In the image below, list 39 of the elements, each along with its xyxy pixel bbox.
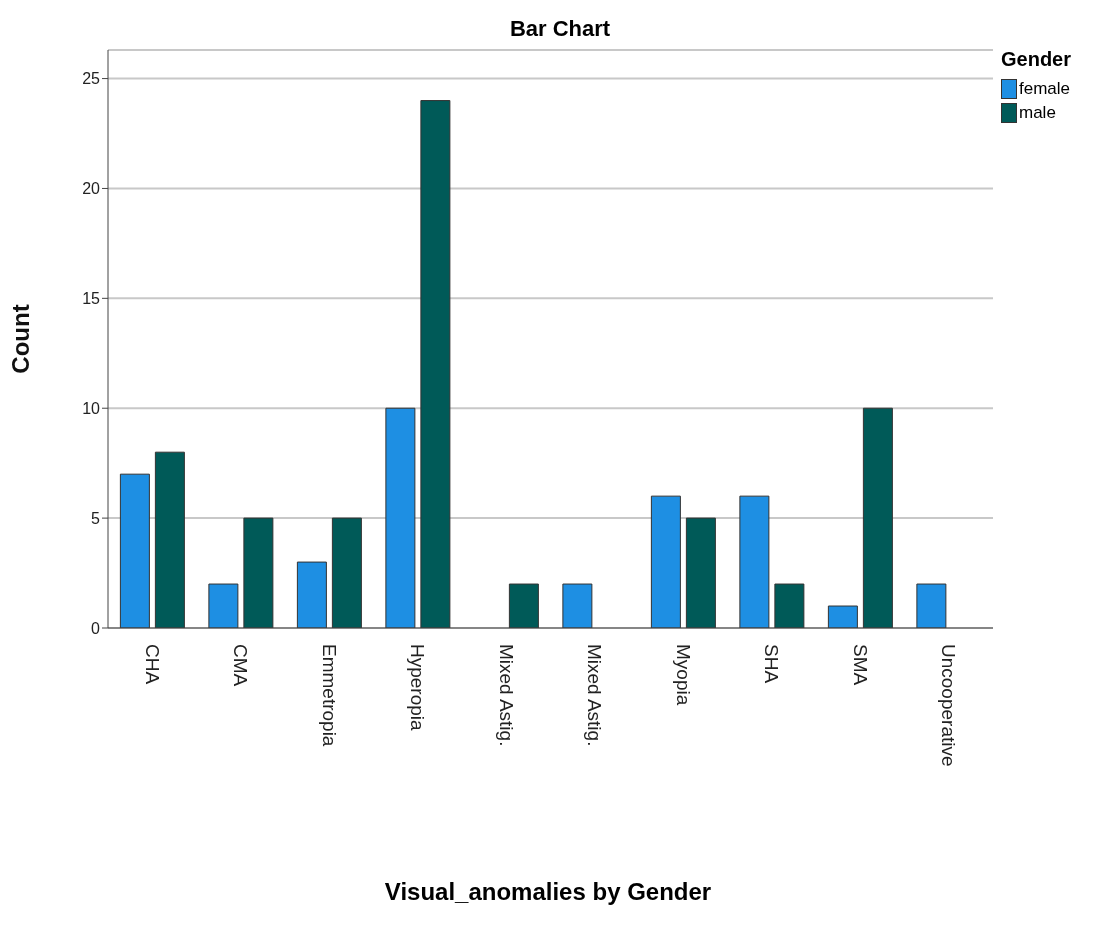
legend-title: Gender (1001, 48, 1073, 71)
x-tick-label: CMA (230, 644, 252, 687)
bar (916, 583, 947, 628)
y-tick-label: 5 (91, 509, 101, 527)
y-tick-label: 10 (82, 399, 101, 417)
bar (508, 583, 539, 628)
x-tick-label: SMA (849, 644, 871, 686)
bar (208, 583, 239, 628)
bar (739, 495, 770, 628)
x-tick-label: SHA (761, 644, 783, 684)
bar (685, 517, 716, 628)
bar (385, 407, 416, 628)
x-tick-label: Mixed Astig. (495, 644, 517, 747)
bar (296, 561, 327, 628)
y-tick-label: 0 (91, 619, 101, 637)
y-tick-label: 25 (82, 70, 101, 88)
bar (420, 100, 451, 628)
x-tick-label: Myopia (672, 644, 694, 706)
bar (862, 407, 893, 628)
bar (119, 473, 150, 628)
bar (243, 517, 274, 628)
bar (331, 517, 362, 628)
y-tick-label: 20 (82, 180, 101, 198)
bar (650, 495, 681, 628)
x-tick-label: Uncooperative (938, 644, 960, 767)
x-tick-label: Mixed Astig. (584, 644, 606, 747)
x-tick-label: Emmetropia (318, 644, 340, 747)
x-tick-label: Hyperopia (407, 644, 429, 732)
bar (827, 605, 858, 628)
legend-label: female (1019, 78, 1071, 100)
chart-title: Bar Chart (508, 16, 612, 42)
legend-label: male (1019, 102, 1056, 124)
x-tick-label: CHA (141, 644, 163, 685)
bar (774, 583, 805, 628)
bar (154, 451, 185, 628)
bar (562, 583, 593, 628)
y-axis-title: Count (6, 304, 34, 374)
x-axis-title: Visual_anomalies by Gender (383, 878, 713, 906)
y-tick-label: 15 (82, 290, 101, 308)
